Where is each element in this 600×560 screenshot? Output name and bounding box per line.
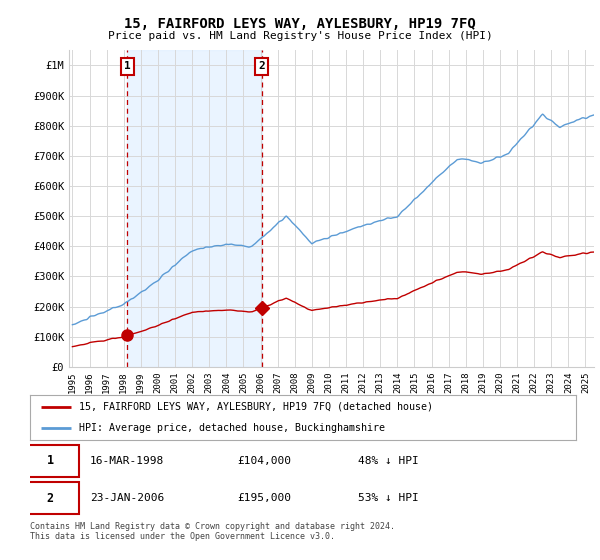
- FancyBboxPatch shape: [22, 445, 79, 477]
- Text: 48% ↓ HPI: 48% ↓ HPI: [358, 456, 418, 465]
- Bar: [127, 50, 262, 367]
- Text: 15, FAIRFORD LEYS WAY, AYLESBURY, HP19 7FQ (detached house): 15, FAIRFORD LEYS WAY, AYLESBURY, HP19 7…: [79, 402, 433, 412]
- Text: 53% ↓ HPI: 53% ↓ HPI: [358, 493, 418, 503]
- Text: 23-JAN-2006: 23-JAN-2006: [90, 493, 164, 503]
- Text: HPI: Average price, detached house, Buckinghamshire: HPI: Average price, detached house, Buck…: [79, 422, 385, 432]
- Text: 2: 2: [47, 492, 54, 505]
- Text: £104,000: £104,000: [238, 456, 292, 465]
- Text: Contains HM Land Registry data © Crown copyright and database right 2024.
This d: Contains HM Land Registry data © Crown c…: [30, 522, 395, 542]
- Text: 2: 2: [259, 61, 265, 71]
- FancyBboxPatch shape: [22, 482, 79, 514]
- Text: Price paid vs. HM Land Registry's House Price Index (HPI): Price paid vs. HM Land Registry's House …: [107, 31, 493, 41]
- Text: 15, FAIRFORD LEYS WAY, AYLESBURY, HP19 7FQ: 15, FAIRFORD LEYS WAY, AYLESBURY, HP19 7…: [124, 17, 476, 31]
- Text: 16-MAR-1998: 16-MAR-1998: [90, 456, 164, 465]
- Text: 1: 1: [124, 61, 131, 71]
- Text: £195,000: £195,000: [238, 493, 292, 503]
- Text: 1: 1: [47, 454, 54, 467]
